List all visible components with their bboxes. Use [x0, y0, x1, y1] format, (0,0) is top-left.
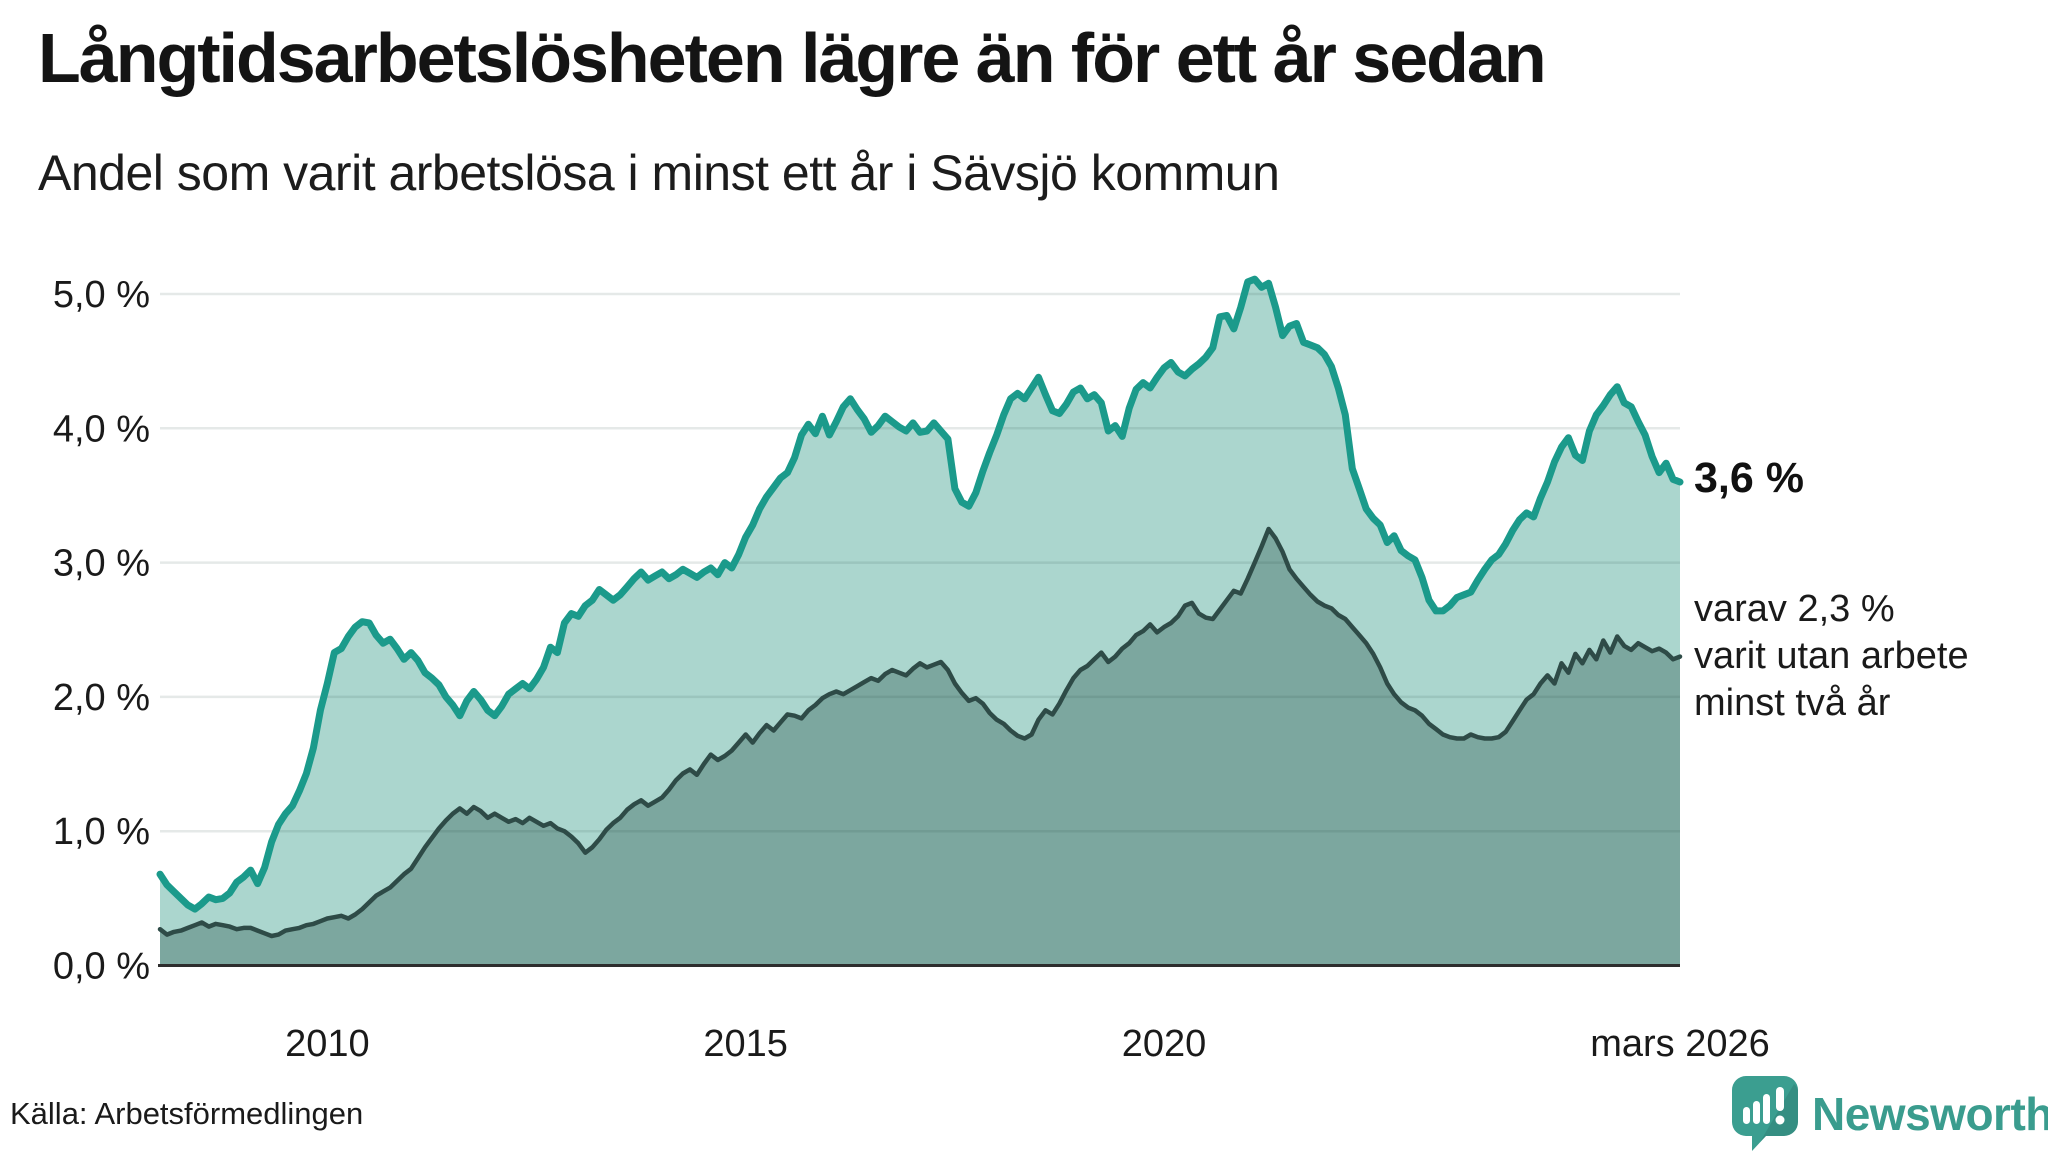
y-tick-label: 4,0 %	[53, 408, 150, 450]
chart-subtitle: Andel som varit arbetslösa i minst ett å…	[38, 145, 1280, 201]
end-note-line-2: varit utan arbete	[1694, 635, 1969, 677]
x-tick-label: 2015	[703, 1023, 788, 1065]
y-tick-label: 1,0 %	[53, 811, 150, 853]
end-note-line-1: varav 2,3 %	[1694, 588, 1895, 630]
y-tick-label: 5,0 %	[53, 274, 150, 316]
newsworthy-logo-text: Newsworthy	[1812, 1088, 2048, 1140]
end-value-label: 3,6 %	[1694, 454, 1804, 502]
page-title: Långtidsarbetslösheten lägre än för ett …	[38, 19, 1547, 97]
y-tick-label: 3,0 %	[53, 543, 150, 585]
x-tick-label: 2020	[1122, 1023, 1207, 1065]
x-tick-label: mars 2026	[1590, 1023, 1770, 1065]
end-note-line-3: minst två år	[1694, 682, 1891, 724]
source-label: Källa: Arbetsförmedlingen	[10, 1096, 364, 1131]
y-tick-label: 0,0 %	[53, 946, 150, 988]
newsworthy-logo: Newsworthy	[1732, 1076, 2048, 1152]
y-tick-label: 2,0 %	[53, 677, 150, 719]
x-tick-label: 2010	[285, 1023, 370, 1065]
newsworthy-logo-icon	[1732, 1076, 1798, 1151]
end-note-annotation: varav 2,3 % varit utan arbete minst två …	[1694, 586, 1969, 727]
